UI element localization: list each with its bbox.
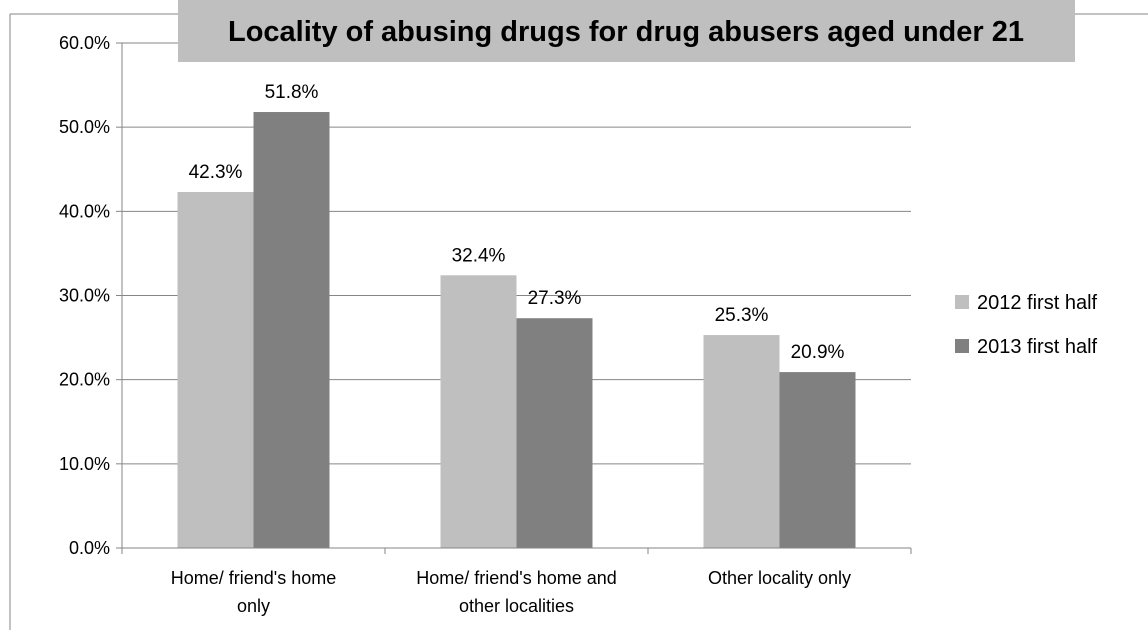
- legend-label: 2013 first half: [977, 336, 1098, 358]
- bar: [177, 191, 254, 548]
- bar: [703, 335, 780, 548]
- chart-title: Locality of abusing drugs for drug abuse…: [228, 16, 1024, 48]
- data-label: 51.8%: [265, 82, 319, 103]
- bar: [516, 318, 593, 548]
- legend-swatch: [955, 295, 969, 309]
- legend: 2012 first half 2013 first half: [955, 292, 1098, 358]
- data-label: 27.3%: [528, 288, 582, 309]
- bar: [779, 372, 856, 548]
- chart-title-background: [178, 0, 1075, 62]
- axes: 0.0% 10.0% 20.0% 30.0% 40.0% 50.0% 60.0% Home/ …: [9, 13, 1148, 630]
- x-category-label: Other locality only: [708, 568, 851, 588]
- y-tick-label: 40.0%: [59, 201, 110, 221]
- y-tick-label: 30.0%: [59, 286, 110, 306]
- y-tick-label: 50.0%: [59, 117, 110, 137]
- data-label: 32.4%: [452, 245, 506, 266]
- x-category-label: other localities: [459, 596, 574, 616]
- y-tick-label: 20.0%: [59, 370, 110, 390]
- bar: [440, 275, 517, 548]
- x-category-label: only: [237, 596, 270, 616]
- data-label: 42.3%: [189, 162, 243, 183]
- y-tick-label: 10.0%: [59, 454, 110, 474]
- data-label: 20.9%: [791, 342, 845, 363]
- bars: [177, 112, 856, 549]
- y-tick-label: 0.0%: [69, 538, 110, 558]
- legend-swatch: [955, 339, 969, 353]
- chart-title-group: Locality of abusing drugs for drug abuse…: [178, 0, 1075, 62]
- bar: [253, 112, 330, 549]
- x-category-label: Home/ friend's home: [171, 568, 337, 588]
- data-labels: 42.3% 51.8% 32.4% 27.3% 25.3% 20.9%: [189, 82, 845, 363]
- data-label: 25.3%: [715, 305, 769, 326]
- y-tick-label: 60.0%: [59, 33, 110, 53]
- legend-label: 2012 first half: [977, 292, 1098, 314]
- x-category-label: Home/ friend's home and: [416, 568, 617, 588]
